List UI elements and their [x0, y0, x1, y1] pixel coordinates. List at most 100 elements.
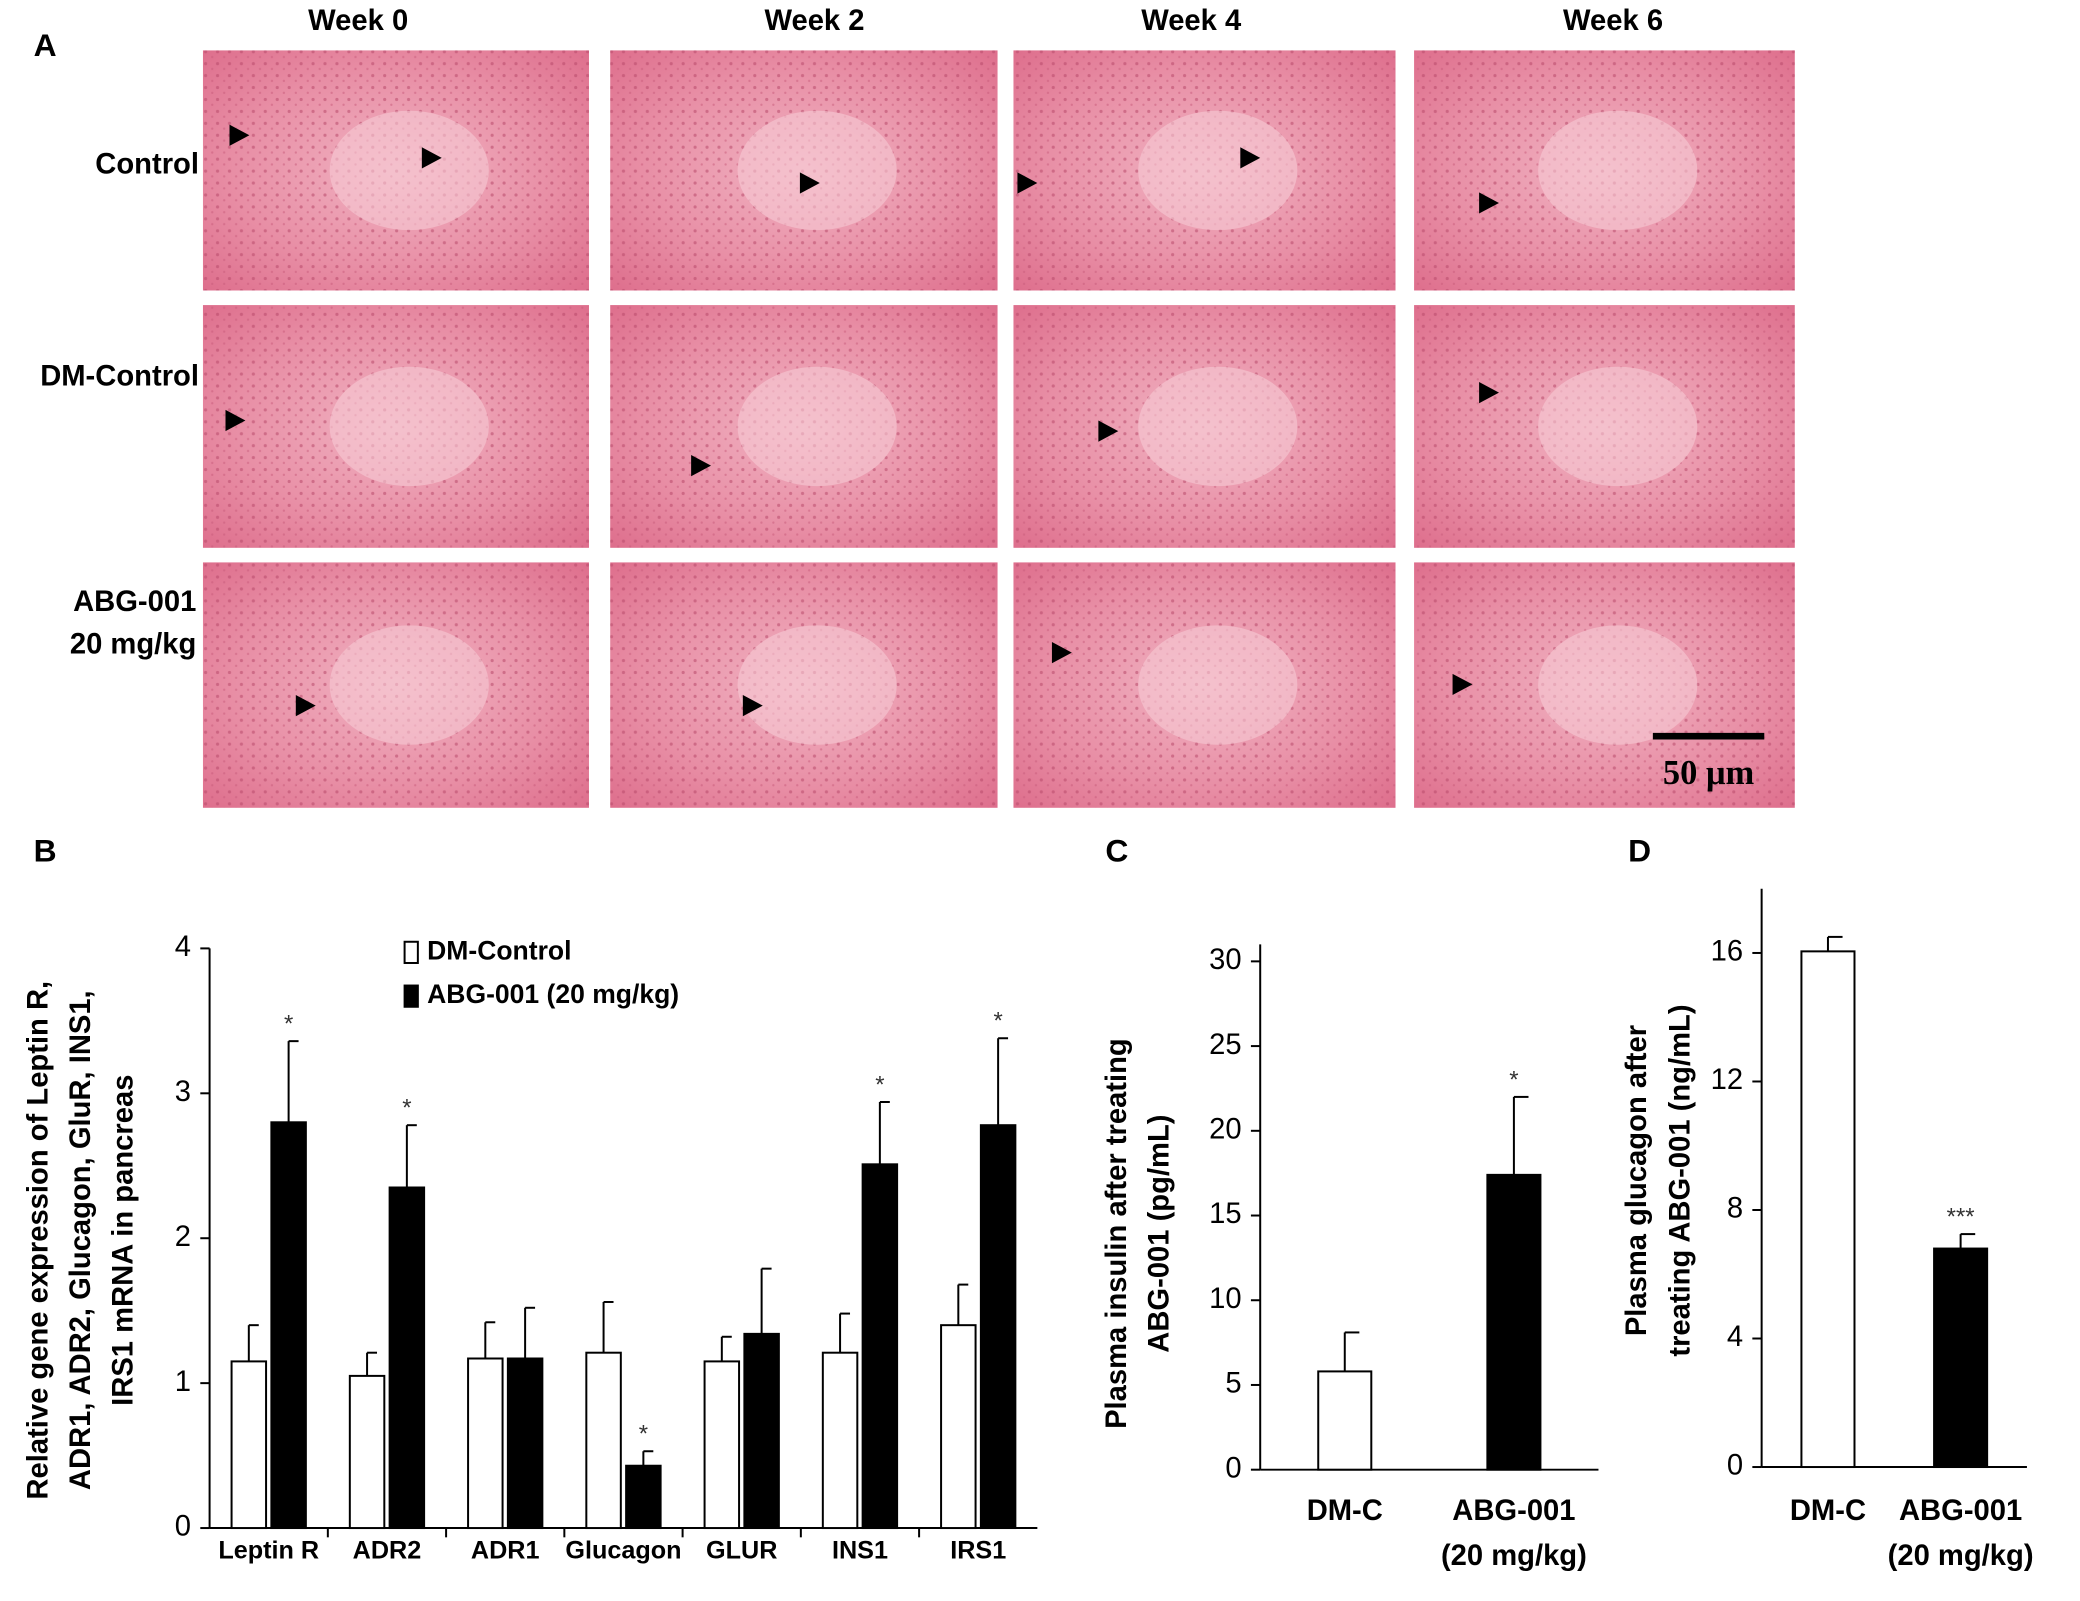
bar [388, 1186, 426, 1530]
bar [1933, 1247, 1989, 1469]
y-tick-label: 0 [1727, 1450, 1743, 1482]
x-tick-label: IRS1 [950, 1537, 1006, 1565]
bar [979, 1124, 1017, 1530]
bar [821, 1351, 859, 1530]
bar [270, 1121, 307, 1530]
x-tick-label: (20 mg/kg) [1441, 1540, 1587, 1572]
islet [1538, 625, 1698, 745]
y-tick-label: 3 [175, 1076, 191, 1108]
column-header: Week 6 [1563, 5, 1663, 37]
x-tick-label: DM-C [1790, 1495, 1866, 1527]
arrowhead [229, 124, 250, 146]
bar [1486, 1173, 1542, 1471]
islet [737, 110, 897, 231]
y-tick-label: 30 [1209, 944, 1241, 976]
x-tick-label: ABG-001 [1899, 1495, 2022, 1527]
bar [625, 1464, 662, 1530]
bar [506, 1357, 544, 1530]
islet [1538, 366, 1698, 487]
column-header: Week 0 [308, 5, 408, 37]
significance-marker: * [402, 1095, 411, 1122]
bar [1317, 1370, 1373, 1471]
arrowhead [1098, 420, 1119, 442]
significance-marker: * [875, 1071, 884, 1098]
x-tick-label: ABG-001 [1452, 1495, 1575, 1527]
bar [348, 1374, 386, 1530]
arrowhead [799, 172, 820, 194]
significance-marker: * [1509, 1066, 1518, 1093]
arrowhead [225, 409, 246, 432]
y-tick-label: 15 [1209, 1198, 1241, 1230]
y-tick-label: 12 [1711, 1064, 1743, 1096]
row-label: ABG-001 [73, 586, 196, 618]
significance-marker: * [993, 1008, 1002, 1035]
panel-label: D [1628, 832, 1651, 868]
scale-bar-label: 50 μm [1663, 754, 1755, 792]
x-tick-label: GLUR [706, 1537, 777, 1565]
significance-marker: *** [1947, 1203, 1975, 1230]
x-tick-label: Leptin R [218, 1537, 319, 1565]
islet [737, 366, 897, 487]
y-axis-label: ABG-001 (pg/mL) [1143, 1114, 1175, 1352]
x-tick-label: Glucagon [565, 1537, 681, 1565]
y-tick-label: 8 [1727, 1193, 1743, 1225]
panel-label: C [1105, 832, 1128, 868]
column-header: Week 2 [764, 5, 864, 37]
y-tick-label: 20 [1209, 1114, 1241, 1146]
significance-marker: * [284, 1011, 293, 1038]
arrowhead [1017, 172, 1038, 194]
islet [737, 625, 897, 745]
legend-label: ABG-001 (20 mg/kg) [427, 979, 679, 1009]
y-tick-label: 5 [1225, 1368, 1241, 1400]
y-tick-label: 0 [175, 1511, 191, 1543]
arrowhead [1240, 147, 1261, 169]
bar [861, 1163, 899, 1530]
arrowhead [295, 695, 316, 717]
y-tick-label: 0 [1225, 1452, 1241, 1484]
legend-label: DM-Control [427, 935, 571, 965]
bar [585, 1351, 622, 1530]
y-axis-label: Plasma insulin after treating [1101, 1038, 1133, 1429]
bar [1800, 950, 1856, 1469]
islet [1538, 110, 1698, 231]
y-axis-label: Plasma glucagon after [1621, 1025, 1653, 1336]
y-tick-label: 25 [1209, 1029, 1241, 1061]
islet [1138, 110, 1298, 231]
bar [940, 1324, 977, 1530]
islet [1138, 625, 1298, 745]
arrowhead [1051, 641, 1072, 664]
arrowhead [1479, 382, 1499, 404]
islet [329, 625, 489, 745]
arrowhead [691, 454, 712, 477]
row-label: DM-Control [40, 361, 199, 393]
significance-marker: * [639, 1421, 648, 1448]
y-tick-label: 4 [175, 931, 191, 963]
x-tick-label: DM-C [1307, 1495, 1383, 1527]
y-tick-label: 1 [175, 1366, 191, 1398]
panel-label: B [34, 832, 57, 868]
islet [1138, 366, 1298, 487]
y-tick-label: 16 [1711, 936, 1743, 968]
x-tick-label: INS1 [832, 1537, 888, 1565]
row-label: 20 mg/kg [70, 629, 196, 661]
y-tick-label: 2 [175, 1221, 191, 1253]
bar [467, 1357, 504, 1530]
islet [329, 110, 489, 231]
arrowhead [1452, 673, 1473, 696]
bar [743, 1332, 780, 1530]
legend-swatch [403, 940, 419, 964]
micrograph-panel: Week 0 Week 2 Week 4 Week 6 Control DM-Contro… [40, 5, 1795, 808]
arrowhead [421, 147, 442, 169]
arrowhead [742, 695, 763, 717]
x-tick-label: ADR1 [471, 1537, 540, 1565]
islet [329, 366, 489, 487]
x-tick-label: ADR2 [353, 1537, 422, 1565]
legend-swatch [403, 984, 419, 1008]
column-header: Week 4 [1141, 5, 1242, 37]
row-label: Control [95, 149, 199, 181]
y-tick-label: 4 [1727, 1321, 1743, 1353]
y-axis-label: Relative gene expression of Leptin R, [22, 981, 54, 1500]
y-axis-label: treating ABG-001 (ng/mL) [1665, 1004, 1697, 1356]
